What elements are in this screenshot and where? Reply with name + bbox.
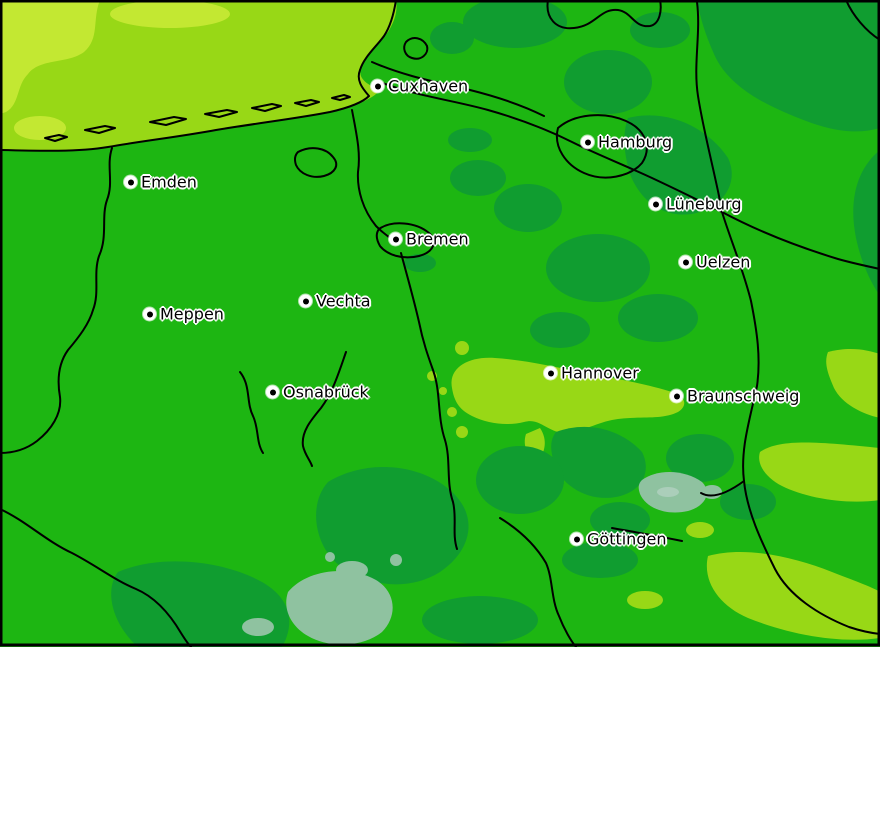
- city-marker: Braunschweig: [670, 387, 799, 406]
- map-svg: [0, 0, 880, 647]
- city-marker: Meppen: [143, 305, 224, 324]
- city-dot-icon: [670, 389, 683, 403]
- city-label: Hannover: [561, 363, 639, 383]
- city-marker: Hamburg: [581, 133, 672, 152]
- city-marker: Lüneburg: [649, 195, 742, 214]
- city-label: Uelzen: [696, 252, 751, 272]
- mild-air-patches: [427, 341, 880, 640]
- city-label: Vechta: [316, 291, 371, 311]
- city-dot-icon: [570, 532, 583, 546]
- city-label: Cuxhaven: [388, 76, 469, 96]
- city-marker: Emden: [124, 173, 197, 192]
- city-dot-icon: [124, 175, 137, 189]
- city-label: Lüneburg: [666, 194, 742, 214]
- city-marker: Göttingen: [570, 530, 666, 549]
- city-dot-icon: [679, 255, 692, 269]
- city-label: Meppen: [160, 304, 224, 324]
- temperature-map: Cuxhaven Hamburg Emden Lüneburg Bremen Uelzen…: [0, 0, 880, 647]
- city-marker: Cuxhaven: [371, 77, 468, 96]
- city-layer: Cuxhaven Hamburg Emden Lüneburg Bremen Uelzen…: [124, 77, 799, 549]
- map-frame: [0, 0, 880, 647]
- sea-region: [0, 0, 397, 151]
- city-dot-icon: [266, 385, 279, 399]
- city-label: Braunschweig: [687, 386, 800, 406]
- city-marker: Vechta: [299, 292, 371, 311]
- coastline-and-borders: [0, 0, 880, 647]
- city-marker: Uelzen: [679, 253, 750, 272]
- city-marker: Hannover: [544, 364, 639, 383]
- city-label: Göttingen: [587, 529, 667, 549]
- footer: Temperatur in 2m (in °C) Modell: ICON-D2…: [0, 647, 880, 830]
- city-dot-icon: [581, 135, 594, 149]
- coldest-spot-harz: [657, 487, 679, 497]
- city-dot-icon: [544, 366, 557, 380]
- city-dot-icon: [649, 197, 662, 211]
- city-dot-icon: [143, 307, 156, 321]
- city-marker: Bremen: [389, 230, 469, 249]
- city-dot-icon: [299, 294, 312, 308]
- city-dot-icon: [371, 79, 384, 93]
- city-label: Bremen: [406, 229, 469, 249]
- city-label: Hamburg: [598, 132, 673, 152]
- city-label: Osnabrück: [283, 382, 369, 402]
- cool-air-patches: [111, 0, 880, 647]
- city-marker: Osnabrück: [266, 383, 369, 402]
- city-label: Emden: [141, 172, 197, 192]
- city-dot-icon: [389, 232, 402, 246]
